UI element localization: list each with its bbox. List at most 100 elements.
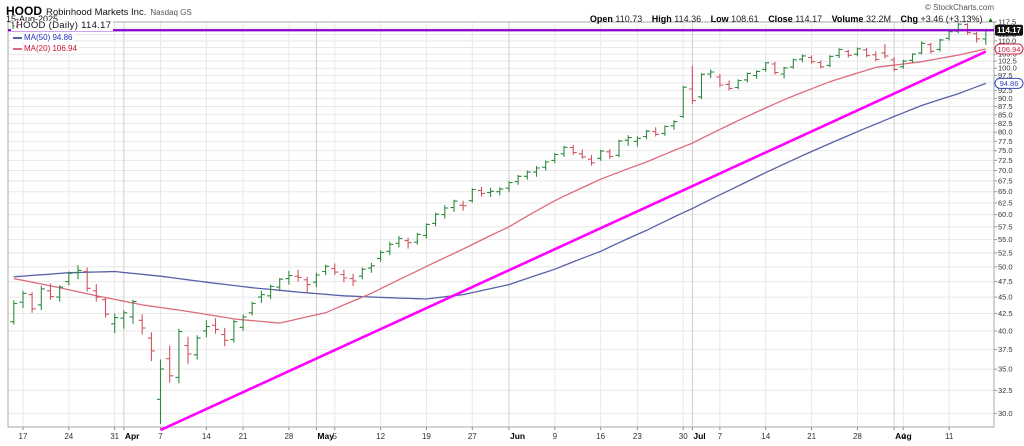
ma20-price-label: 106.94 — [998, 45, 1021, 54]
x-tick-label: 17 — [19, 432, 28, 441]
ohlc-bar — [817, 60, 825, 69]
ohlc-bar — [496, 187, 504, 196]
y-tick-label: 32.5 — [998, 386, 1013, 395]
x-tick-label: 16 — [596, 432, 605, 441]
ma50-line — [13, 82, 987, 300]
x-month-label: Aug — [895, 431, 912, 441]
x-tick-label: 27 — [468, 432, 477, 441]
ma20-line-swatch — [13, 47, 22, 50]
x-month-label: Jul — [693, 431, 705, 441]
x-tick-label: 4 — [901, 432, 906, 441]
ohlc-bar — [835, 48, 843, 59]
ohlc-bar — [441, 205, 449, 219]
ohlc-bar — [193, 335, 201, 360]
ohlc-bar — [624, 135, 632, 146]
ohlc-bar — [973, 31, 981, 43]
y-tick-label: 90.0 — [998, 94, 1013, 103]
ohlc-bar — [652, 127, 660, 137]
chg-value: +3.46 (+3.13%) — [920, 14, 983, 24]
ohlc-bar — [349, 273, 357, 286]
ohlc-bar — [863, 48, 871, 58]
x-tick-label: 7 — [158, 432, 163, 441]
y-tick-label: 75.0 — [998, 146, 1013, 155]
y-tick-label: 50.0 — [998, 262, 1013, 271]
x-tick-label: 9 — [553, 432, 558, 441]
volume-value: 32.2M — [865, 14, 891, 24]
ohlc-bar — [881, 44, 889, 59]
close-label: Close — [768, 14, 793, 24]
ohlc-bar — [927, 42, 935, 54]
y-tick-label: 30.0 — [998, 409, 1013, 418]
ohlc-bar — [10, 300, 18, 325]
ohlc-bar — [633, 136, 641, 147]
trendline — [159, 50, 987, 432]
ohlc-bar — [707, 69, 715, 79]
ohlc-bar — [230, 319, 238, 343]
x-tick-label: 30 — [679, 432, 688, 441]
ohlc-bar — [129, 299, 137, 324]
ohlc-bar — [468, 188, 476, 203]
ohlc-bar — [789, 58, 797, 69]
ohlc-bar — [92, 284, 100, 302]
ohlc-bar — [202, 320, 210, 338]
ohlc-bar — [606, 149, 614, 159]
ohlc-bar — [670, 120, 678, 130]
ohlc-bar — [65, 271, 73, 286]
x-month-label: Apr — [125, 431, 140, 441]
chart-title: HOOD Robinhood Markets Inc. Nasdaq GS — [6, 2, 192, 20]
ohlc-bar — [331, 263, 339, 275]
ohlc-bar — [743, 72, 751, 83]
copyright-notice: © StockCharts.com — [924, 3, 994, 12]
exchange-name: Nasdaq GS — [150, 8, 192, 17]
ohlc-bar — [588, 154, 595, 166]
ohlc-bar — [551, 153, 559, 164]
ohlc-bar — [780, 66, 788, 79]
y-tick-label: 82.5 — [998, 119, 1013, 128]
ohlc-bar — [138, 314, 146, 335]
ohlc-bar — [688, 65, 696, 104]
ohlc-bar — [157, 359, 164, 424]
y-tick-label: 80.0 — [998, 128, 1013, 137]
ohlc-bar — [74, 265, 82, 280]
x-tick-label: 14 — [761, 432, 770, 441]
ma50-price-label-box — [994, 77, 1024, 89]
low-label: Low — [710, 14, 729, 24]
y-tick-label: 62.5 — [998, 198, 1013, 207]
ma20-line — [13, 48, 986, 324]
ohlc-bar — [340, 269, 348, 283]
ohlc-bar — [698, 73, 705, 100]
ohlc-bar — [111, 313, 119, 333]
x-tick-label: 28 — [853, 432, 862, 441]
ohlc-bar — [37, 285, 45, 311]
ohlc-bar — [964, 23, 971, 35]
price-bars — [10, 22, 990, 424]
ohlc-bar — [404, 237, 412, 249]
ohlc-bar — [853, 47, 861, 57]
ohlc-bar — [450, 199, 458, 212]
ohlc-bar — [285, 270, 293, 285]
y-tick-label: 77.5 — [998, 137, 1013, 146]
ohlc-bar — [909, 53, 916, 63]
ohlc-bar — [899, 59, 907, 69]
ma50-line-swatch — [13, 36, 22, 39]
ohlc-bar — [19, 290, 27, 309]
legend-series-label: HOOD (Daily) 114.17 — [16, 20, 112, 31]
ohlc-bar — [358, 267, 366, 280]
ohlc-bar — [716, 74, 724, 88]
ohlc-bar — [890, 57, 898, 72]
x-tick-label: 11 — [945, 432, 954, 441]
legend-series-row: HOOD (Daily) 114.17 — [11, 20, 114, 31]
ohlc-bar — [560, 145, 568, 157]
ohlc-bar — [808, 55, 816, 64]
plot-border — [7, 21, 995, 428]
ohlc-bar — [679, 86, 687, 118]
low-value: 108.61 — [731, 14, 759, 24]
ohlc-bar — [147, 332, 155, 362]
price-bars-icon — [11, 20, 19, 29]
y-gridlines — [8, 21, 994, 414]
ohlc-bar — [413, 232, 421, 245]
ohlc-bar — [312, 272, 320, 288]
